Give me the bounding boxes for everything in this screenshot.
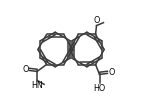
Text: O: O [93, 16, 100, 25]
Text: HN: HN [31, 81, 42, 90]
Text: HO: HO [93, 84, 105, 93]
Text: O: O [22, 65, 28, 74]
Text: O: O [108, 68, 115, 77]
